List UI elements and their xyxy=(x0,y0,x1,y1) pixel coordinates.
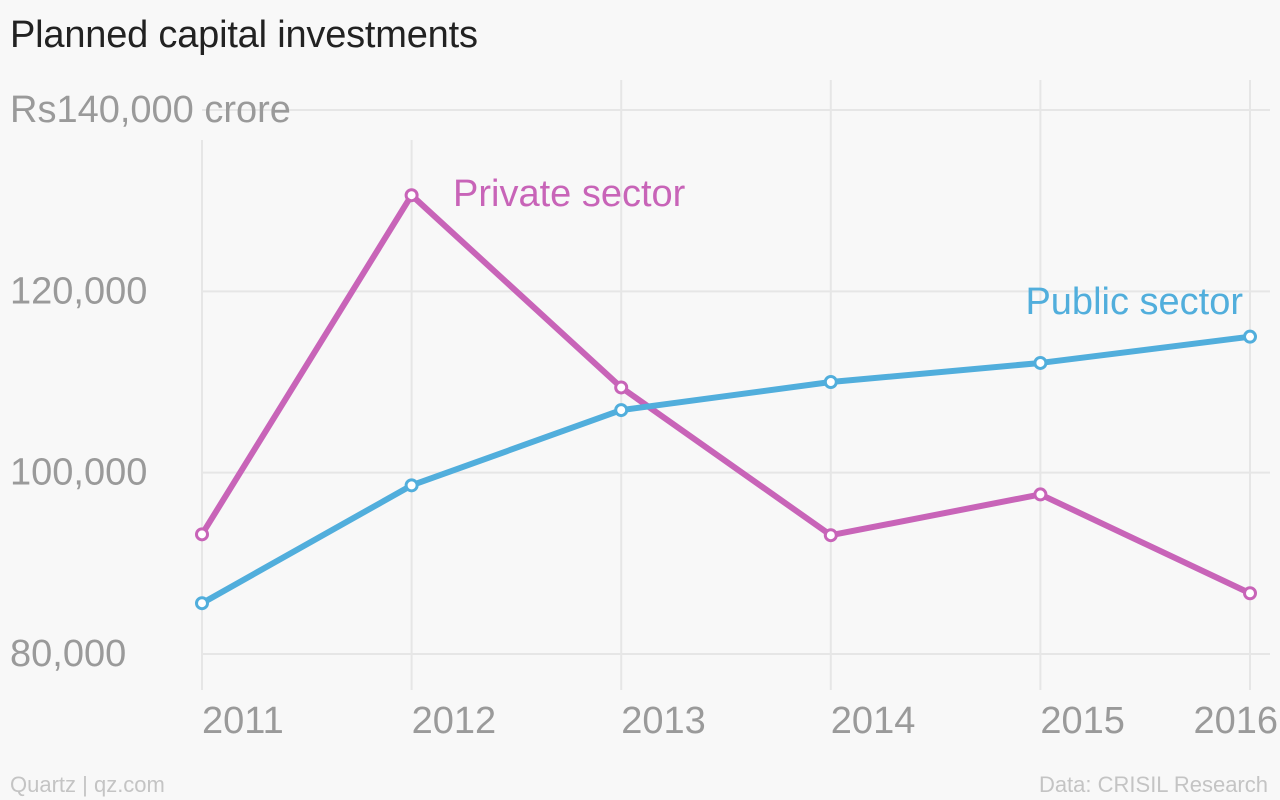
private-sector-point xyxy=(1243,586,1257,601)
public-sector-point xyxy=(1243,329,1257,344)
credit-text: Quartz | qz.com xyxy=(10,772,165,797)
x-tick-label: 2012 xyxy=(412,700,497,742)
public-sector-point xyxy=(1033,355,1048,370)
private-sector-point xyxy=(823,528,838,543)
public-sector-label: Public sector xyxy=(1025,281,1243,323)
public-sector-point xyxy=(823,375,838,389)
private-sector-label: Private sector xyxy=(453,173,686,215)
y-tick-label: 100,000 xyxy=(10,452,147,494)
chart-title: Planned capital investments xyxy=(10,14,478,56)
x-tick-label: 2011 xyxy=(202,700,284,742)
x-tick-label: 2016 xyxy=(1193,700,1278,742)
private-sector-point xyxy=(404,188,419,203)
private-sector-point xyxy=(1033,487,1048,502)
y-tick-label: 120,000 xyxy=(10,270,147,312)
private-sector-point xyxy=(195,527,209,542)
source-text: Data: CRISIL Research xyxy=(1038,772,1268,797)
private-sector-point xyxy=(614,380,629,395)
y-tick-label: 80,000 xyxy=(10,633,126,675)
x-tick-label: 2015 xyxy=(1040,700,1125,742)
public-sector-line xyxy=(199,333,1253,607)
public-sector-point xyxy=(195,596,209,611)
x-tick-label: 2014 xyxy=(831,700,916,742)
x-tick-label: 2013 xyxy=(621,700,706,742)
private-sector-line xyxy=(199,192,1253,597)
y-tick-label: Rs140,000 crore xyxy=(10,89,291,131)
public-sector-point xyxy=(404,478,419,493)
public-sector-point xyxy=(614,403,629,418)
